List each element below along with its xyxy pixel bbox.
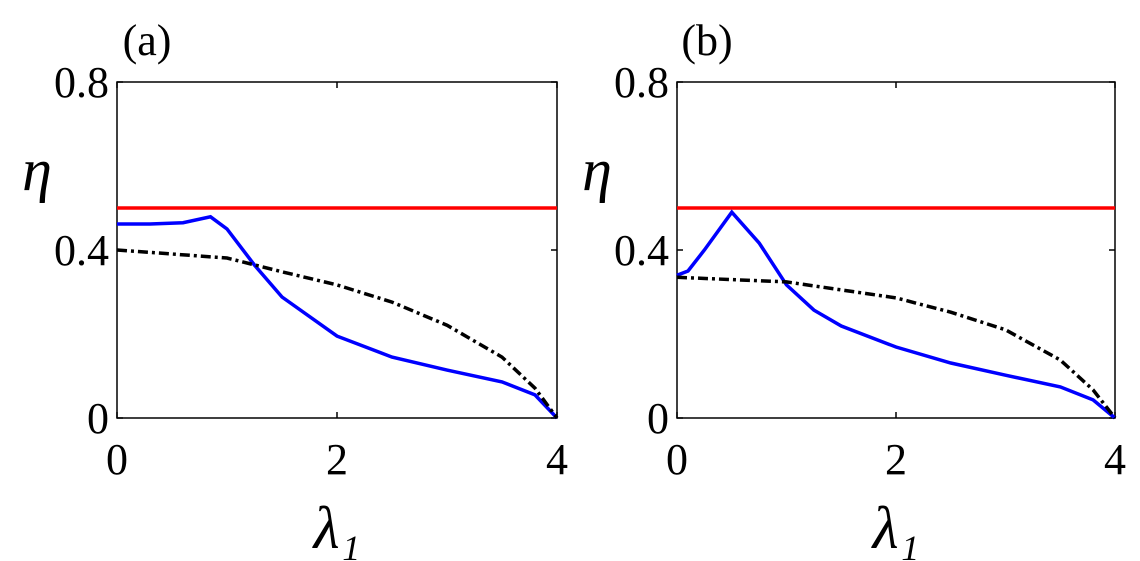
data-line: [676, 275, 1117, 420]
plot-frame: [676, 81, 1116, 419]
x-tick-label: 4: [1104, 435, 1126, 484]
x-tick-label: 4: [546, 435, 568, 484]
y-tick-label: 0: [87, 394, 109, 443]
x-axis-label: λ₁: [871, 495, 920, 561]
panel-title: (a): [123, 16, 172, 65]
y-tick-label: 0.8: [614, 58, 669, 107]
panel-title: (b): [681, 16, 732, 65]
x-axis-label: λ₁: [312, 495, 361, 561]
x-tick-label: 2: [326, 435, 348, 484]
y-tick-label: 0.4: [54, 226, 109, 275]
y-axis-label: η: [22, 137, 52, 203]
y-axis-label: η: [582, 137, 612, 203]
y-tick-label: 0: [647, 394, 669, 443]
x-tick-label: 2: [885, 435, 907, 484]
x-tick-label: 0: [106, 435, 128, 484]
data-line: [116, 248, 559, 420]
plot-frame: [116, 81, 558, 419]
x-tick-label: 0: [666, 435, 688, 484]
y-tick-label: 0.4: [614, 226, 669, 275]
y-tick-label: 0.8: [54, 58, 109, 107]
data-line: [676, 209, 1117, 420]
data-line: [117, 214, 559, 420]
